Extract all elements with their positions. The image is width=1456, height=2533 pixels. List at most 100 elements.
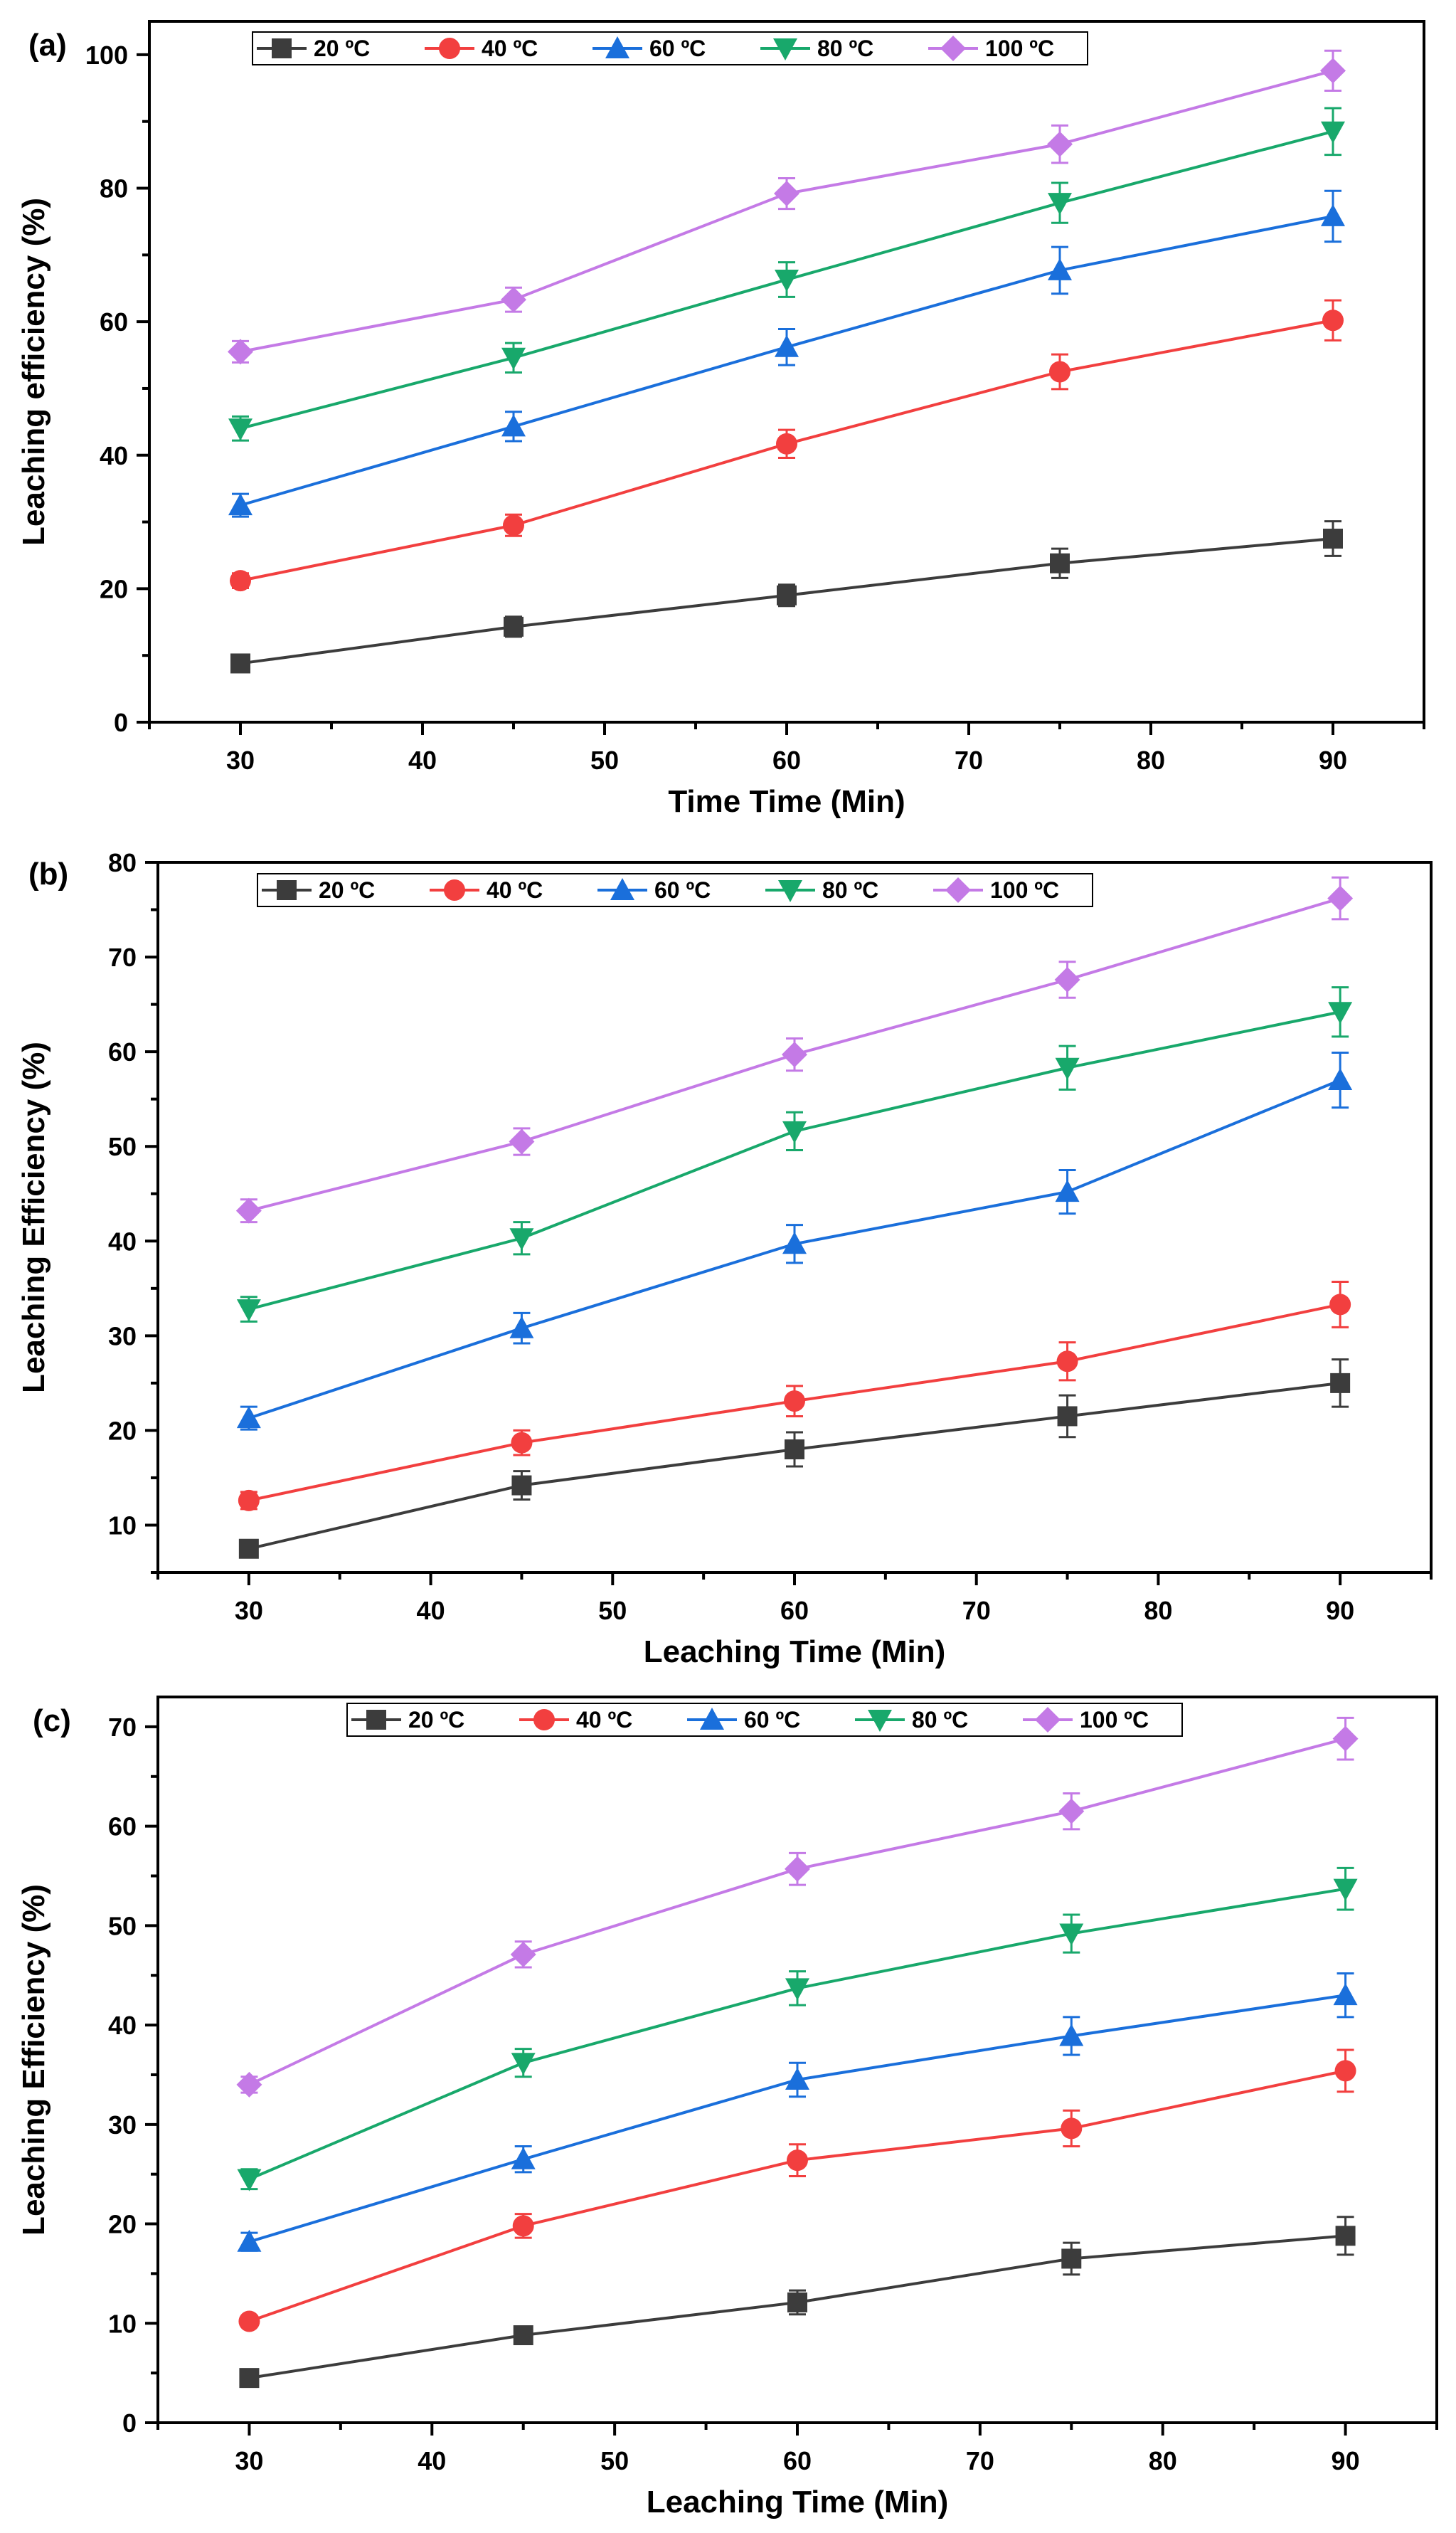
panel-c: 30 40 50 60 70 80 90 0 10 20 30 40 50 60 70 Leaching Ti…	[16, 1696, 1438, 2519]
x-tick-label: 80	[1137, 746, 1165, 775]
data-point	[782, 1232, 807, 1254]
x-axis-title: Leaching Time (Min)	[647, 2485, 949, 2519]
data-point	[1329, 1294, 1351, 1316]
data-point	[785, 2067, 809, 2090]
x-tick-label: 30	[226, 746, 255, 775]
x-tick-label: 70	[966, 2446, 994, 2475]
data-point	[777, 585, 797, 606]
data-point	[513, 2325, 533, 2346]
data-point	[228, 339, 253, 365]
data-point	[785, 1856, 810, 1882]
y-tick-label: 80	[108, 848, 137, 877]
legend-marker	[945, 877, 971, 903]
x-axis-title: Time Time (Min)	[668, 784, 905, 819]
data-point	[784, 1390, 805, 1412]
data-point	[1322, 310, 1344, 332]
data-point	[1054, 967, 1080, 993]
data-point	[1058, 1798, 1085, 1824]
data-point	[1061, 2117, 1083, 2140]
legend-label: 20 ºC	[319, 877, 375, 903]
legend-marker	[533, 1709, 555, 1730]
series-1	[238, 1280, 1351, 1511]
legend-marker	[277, 880, 297, 900]
legend-marker	[605, 36, 629, 58]
data-point	[510, 1941, 536, 1967]
y-tick-label: 20	[108, 2210, 137, 2239]
legend-marker	[773, 38, 797, 60]
legend-marker	[439, 38, 460, 59]
series-2	[236, 1051, 1353, 1431]
data-point	[1328, 1068, 1353, 1091]
x-tick-label: 70	[962, 1596, 991, 1625]
data-point	[503, 514, 524, 536]
y-tick-label: 40	[108, 1227, 137, 1256]
data-point	[1057, 1406, 1078, 1427]
data-point	[230, 570, 251, 592]
y-tick-label: 100	[85, 41, 128, 70]
data-point	[504, 616, 524, 637]
series-0	[230, 520, 1343, 674]
x-tick-label: 30	[235, 1596, 263, 1625]
legend-marker	[366, 1710, 386, 1730]
x-tick-label: 90	[1319, 746, 1347, 775]
legend: 20 ºC 40 ºC 60 ºC 80 ºC 100 ºC	[252, 31, 1088, 65]
legend-marker	[1035, 1707, 1061, 1733]
plot-frame	[148, 20, 1425, 724]
data-point	[230, 653, 250, 674]
legend-label: 40 ºC	[487, 877, 543, 903]
x-tick-label: 50	[600, 2446, 629, 2475]
y-tick-label: 0	[114, 708, 128, 737]
x-tick-label: 40	[408, 746, 437, 775]
legend-marker	[700, 1708, 724, 1730]
data-point	[1328, 1002, 1353, 1025]
data-point	[782, 1042, 807, 1068]
series-0	[239, 2216, 1356, 2389]
data-point	[1061, 2248, 1082, 2269]
data-point	[1056, 1350, 1078, 1373]
data-point	[238, 2310, 260, 2332]
data-point	[509, 1228, 534, 1251]
series-1	[230, 299, 1344, 592]
panel-a: 30 40 50 60 70 80 90 0 20 40 60 80 100 Time Time (Min…	[16, 20, 1425, 819]
series-4	[228, 49, 1346, 365]
series-4	[236, 1716, 1359, 2098]
y-tick-label: 10	[108, 2309, 137, 2338]
legend: 20 ºC 40 ºC 60 ºC 80 ºC 100 ºC	[257, 873, 1093, 907]
panel-label: (a)	[28, 28, 67, 63]
data-point	[787, 2292, 807, 2312]
data-point	[1059, 1923, 1084, 1946]
series-3	[237, 1866, 1358, 2191]
data-point	[1055, 1057, 1080, 1080]
data-point	[238, 1538, 259, 1559]
data-point	[1050, 553, 1070, 573]
y-tick-label: 40	[100, 441, 128, 470]
legend-label: 40 ºC	[576, 1707, 632, 1733]
series-2	[237, 1972, 1358, 2252]
data-point	[236, 1299, 261, 1322]
data-point	[1055, 1180, 1080, 1202]
y-tick-label: 50	[108, 1911, 137, 1940]
data-point	[787, 2149, 808, 2172]
y-tick-label: 0	[122, 2408, 137, 2438]
series-4	[235, 876, 1354, 1224]
y-tick-label: 70	[108, 1713, 137, 1742]
data-point	[782, 1121, 807, 1143]
series-0	[238, 1358, 1351, 1559]
x-tick-label: 80	[1149, 2446, 1177, 2475]
legend-label: 60 ºC	[654, 877, 711, 903]
panel-label: (c)	[33, 1703, 71, 1738]
legend-marker	[868, 1710, 892, 1732]
y-tick-label: 50	[108, 1132, 137, 1161]
series-3	[228, 107, 1345, 442]
data-point	[501, 414, 526, 437]
panel-b: 30 40 50 60 70 80 90 10 20 30 40 50 60 70 80 Leaching T…	[16, 848, 1433, 1669]
data-point	[1320, 58, 1346, 84]
data-point	[236, 2071, 262, 2098]
legend-label: 60 ºC	[649, 36, 706, 61]
data-point	[1335, 2226, 1356, 2246]
y-tick-label: 80	[100, 174, 128, 203]
data-point	[509, 1128, 535, 1155]
x-tick-label: 90	[1332, 2446, 1360, 2475]
data-point	[1333, 1878, 1358, 1901]
series-1	[238, 2048, 1356, 2332]
